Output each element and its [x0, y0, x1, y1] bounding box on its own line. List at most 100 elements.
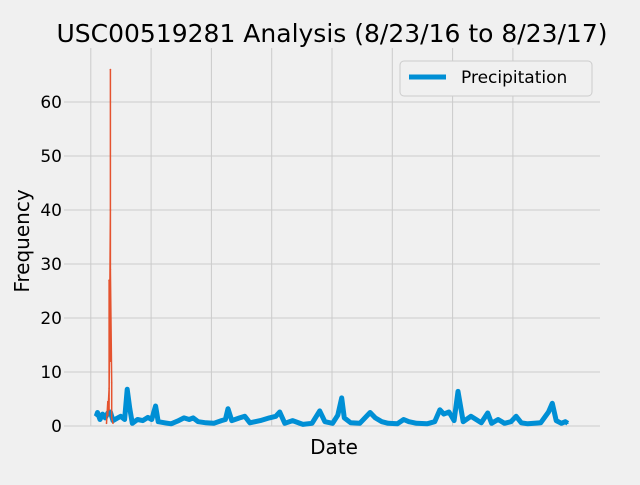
y-tick-label: 60 [40, 93, 62, 113]
data-point [396, 423, 399, 425]
data-point [116, 417, 118, 420]
data-point [486, 412, 489, 414]
data-point [213, 422, 215, 425]
data-point [564, 420, 567, 423]
data-point [475, 418, 477, 421]
data-point [443, 413, 445, 415]
data-point [284, 422, 286, 425]
legend-box [399, 60, 593, 97]
data-point [408, 420, 410, 423]
data-point [154, 405, 157, 407]
y-tick-label: 10 [40, 363, 62, 383]
data-point [547, 411, 550, 413]
data-point [141, 419, 144, 422]
data-point [105, 422, 108, 425]
series-1 [105, 68, 114, 425]
data-point [374, 417, 377, 419]
data-point [131, 422, 134, 425]
data-point [110, 417, 113, 419]
data-point [497, 418, 499, 421]
y-axis-ticks: 0 10 20 30 40 50 60 [40, 93, 62, 437]
data-point [337, 414, 339, 417]
legend: Precipitation [399, 60, 593, 97]
data-point [527, 423, 529, 425]
data-point [205, 422, 207, 424]
y-tick-label: 20 [40, 309, 62, 329]
y-tick-label: 50 [40, 147, 62, 167]
data-point [109, 209, 112, 211]
data-point [109, 68, 112, 71]
data-point [224, 418, 227, 421]
y-axis-label: Frequency [10, 189, 34, 292]
data-point [220, 419, 223, 422]
data-point [439, 409, 441, 411]
data-point [324, 420, 326, 423]
data-point [197, 420, 199, 423]
data-point [462, 420, 465, 423]
data-point [238, 417, 241, 419]
data-point [147, 416, 149, 419]
data-point [470, 415, 472, 418]
data-point [231, 419, 233, 422]
series-layer [93, 68, 570, 427]
data-point [275, 415, 277, 418]
data-point [123, 418, 126, 421]
data-point [96, 411, 99, 414]
data-point [136, 418, 139, 421]
data-point [510, 420, 512, 423]
data-point [101, 413, 104, 415]
data-point [359, 422, 361, 425]
series-line-0 [93, 386, 570, 427]
data-point [343, 417, 346, 419]
data-point [104, 417, 106, 419]
data-point [457, 390, 459, 393]
data-point [112, 422, 114, 425]
data-point [259, 419, 262, 422]
data-point [426, 423, 428, 425]
data-point [381, 420, 383, 423]
data-point [340, 397, 343, 399]
data-point [520, 422, 523, 424]
data-point [369, 411, 371, 414]
data-point [126, 388, 128, 391]
data-point [448, 411, 450, 413]
series-line-1 [105, 68, 114, 424]
data-point [227, 407, 229, 410]
data-point [490, 422, 493, 425]
data-point [268, 417, 271, 419]
data-point [107, 414, 109, 417]
data-point [349, 422, 352, 424]
data-point [109, 411, 112, 413]
data-point [163, 422, 166, 424]
data-point [107, 400, 109, 403]
grid-layer [64, 48, 600, 427]
data-point [129, 407, 131, 410]
data-point [99, 418, 101, 421]
data-point [503, 422, 506, 425]
data-point [331, 422, 334, 425]
data-point [95, 415, 97, 418]
y-tick-label: 0 [51, 417, 62, 437]
data-point [176, 420, 179, 422]
legend-label-precipitation: Precipitation [461, 68, 567, 88]
data-point [278, 411, 281, 413]
data-point [110, 382, 113, 384]
data-point [480, 422, 483, 424]
data-point [119, 415, 122, 418]
data-point [387, 422, 390, 425]
data-point [402, 418, 405, 421]
data-point [109, 268, 112, 271]
data-point [453, 419, 455, 422]
data-point [249, 422, 251, 424]
data-point [244, 415, 246, 418]
series-0 [93, 386, 570, 427]
data-point [551, 402, 554, 405]
data-point [192, 417, 194, 419]
data-point [555, 419, 557, 422]
data-point [539, 422, 542, 424]
data-point [108, 279, 110, 282]
data-point [108, 387, 110, 390]
data-point [433, 420, 436, 423]
data-point [108, 409, 110, 411]
